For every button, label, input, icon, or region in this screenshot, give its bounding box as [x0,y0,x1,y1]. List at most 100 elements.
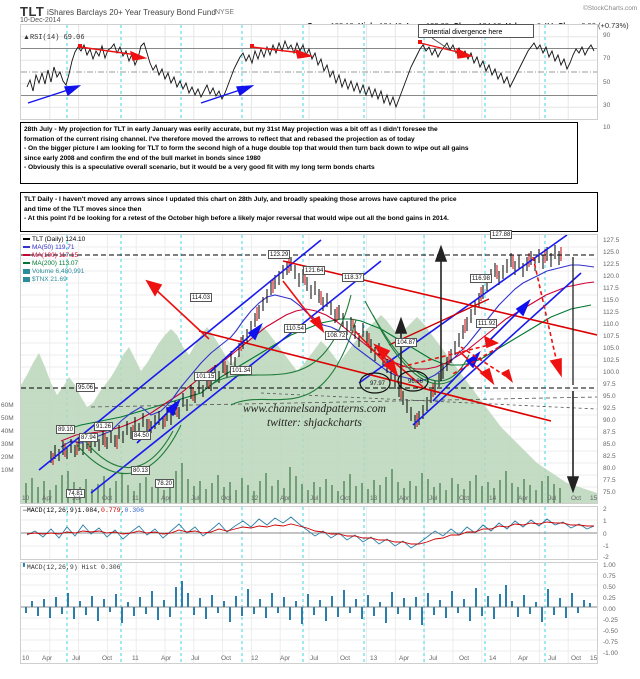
legend-ma50: MA(50) 119.71 [32,244,75,251]
price-plot [21,235,597,503]
macd-legend-label: MACD(12,26,9) [26,507,78,514]
line-icon-ma100 [23,254,30,257]
legend-tnx: $TNX 21.69 [32,276,67,283]
hist-tick-neg0-75: -0.75 [603,639,618,646]
xtick-jul13a: Jul [429,495,438,502]
note-projection-line-1: 28th July - My projection for TLT in ear… [24,126,438,133]
macd-hist-legend-text: MACD(12,26,9) Hist 0.306 [26,564,121,571]
ytick-75-0: 75.0 [603,489,616,496]
quote-value-chg: +0.90 (+0.73%) [576,21,629,30]
ytick-87-5: 87.5 [603,429,616,436]
red-rising-support [388,298,490,346]
legend-ma200: MA(200) 113.07 [32,260,79,267]
price-panel: TLT (Daily) 124.10 MA(50) 119.71 MA(100)… [20,234,598,504]
xtick-oct14b: Oct [571,655,582,662]
histogram-bars-icon: ▘ [23,564,27,571]
xtick-apr13a: Apr [399,495,410,502]
xtick-13b: 13 [370,655,378,662]
minor-trend-2 [260,392,597,410]
vtick-10m: 10M [1,467,14,474]
rsi-panel: ▲RSI(14) 69.06 [20,24,598,120]
xtick-15a: 15 [590,495,598,502]
rsi-legend-text: RSI(14) 69.06 [29,34,85,42]
xtick-apr12b: Apr [280,655,291,662]
ytick-120-0: 120.0 [603,273,620,280]
rsi-tick-90: 90 [603,32,611,39]
note-daily-line-1: TLT Daily - I haven't moved any arrows s… [24,196,457,203]
ticker-description: iShares Barclays 20+ Year Treasury Bond … [47,8,216,17]
hist-tick-neg0-50: -0.50 [603,628,618,635]
vtick-20m: 20M [1,454,14,461]
macd-tick-neg2: -2 [603,554,609,561]
macd-hist-y-axis: 1.00 0.75 0.50 0.25 0.00 -0.25 -0.50 -0.… [601,562,639,664]
xtick-jul10a: Jul [72,495,81,502]
note-projection-line-2: formation of the current rising channel.… [24,135,415,143]
note-projection-line-4: since early 2008 and confirm the end of … [24,154,261,162]
macd-value-2: 0.779 [101,507,121,514]
legend-price: TLT (Daily) 124.10 [32,236,86,243]
vtick-40m: 40M [1,428,14,435]
rsi-tick-30: 30 [603,102,611,109]
ytick-122-5: 122.5 [603,261,620,268]
hist-tick-neg1-00: -1.00 [603,650,618,657]
ytick-77-5: 77.5 [603,477,616,484]
volume-y-axis-left: 60M 50M 40M 30M 20M 10M [0,398,22,498]
rsi-legend: ▲RSI(14) 69.06 [23,26,85,44]
note-daily-line-2: and time of the TLT moves since then [24,205,142,213]
ytick-80-0: 80.0 [603,465,616,472]
macd-legend: ─MACD(12,26,9)1.084,0.779,0.306 [23,507,144,514]
xtick-jul11a: Jul [191,495,200,502]
note-daily-line-3: - At this point I'd be looking for a ret… [24,215,449,223]
ytick-82-5: 82.5 [603,453,616,460]
ytick-102-5: 102.5 [603,357,620,364]
xtick-jul14a: Jul [548,495,557,502]
vtick-30m: 30M [1,441,14,448]
xtick-oct13a: Oct [459,495,470,502]
ytick-115-0: 115.0 [603,297,619,304]
macd-histogram-bars [25,581,591,625]
note-daily: TLT Daily - I haven't moved any arrows s… [20,192,598,232]
area-icon [23,276,30,282]
xtick-oct12b: Oct [340,655,351,662]
xtick-apr11a: Apr [161,495,172,502]
macd-tick-0: 0 [603,531,607,538]
ticker-symbol: TLT [20,4,45,19]
swing-arrows [136,279,531,444]
xtick-12a: 12 [251,495,259,502]
macd-line-icon: ─ [23,507,27,514]
macd-value-3: 0.306 [124,507,144,514]
ytick-90-0: 90.0 [603,417,616,424]
xtick-10a: 10 [22,495,30,502]
ytick-112-5: 112.5 [603,309,619,316]
xtick-oct12a: Oct [340,495,351,502]
xtick-jul14b: Jul [548,655,557,662]
xtick-11a: 11 [132,495,139,502]
vtick-60m: 60M [1,402,14,409]
stockcharts-watermark: ©StockCharts.com [583,5,638,12]
legend-volume: Volume 6,480,991 [32,268,85,275]
xtick-oct11a: Oct [221,495,232,502]
rsi-plot [21,25,597,119]
macd-tick-1: 1 [603,518,607,525]
bottom-x-axis: 10 Apr Jul Oct 11 Apr Jul Oct 12 Apr Jul… [20,655,598,667]
rsi-tick-10: 10 [603,124,611,131]
xtick-apr14a: Apr [518,495,529,502]
rsi-y-axis: 90 70 50 30 10 [601,24,639,131]
histogram-icon [23,268,30,274]
ytick-117-5: 117.5 [603,285,619,292]
hist-tick-0-50: 0.50 [603,584,616,591]
circled-lows [359,370,429,394]
note-projection: 28th July - My projection for TLT in ear… [20,122,578,184]
red-down-channel [198,260,597,422]
xtick-apr11b: Apr [161,655,172,662]
ytick-92-5: 92.5 [603,405,616,412]
xtick-apr10a: Apr [42,495,53,502]
ytick-97-5: 97.5 [603,381,616,388]
xtick-14a: 14 [489,495,497,502]
xtick-10b: 10 [22,655,30,662]
xtick-apr10b: Apr [42,655,53,662]
xtick-apr12a: Apr [280,495,291,502]
macd-tick-neg1: -1 [603,543,609,550]
divergence-callout: Potential divergence here [418,24,534,38]
